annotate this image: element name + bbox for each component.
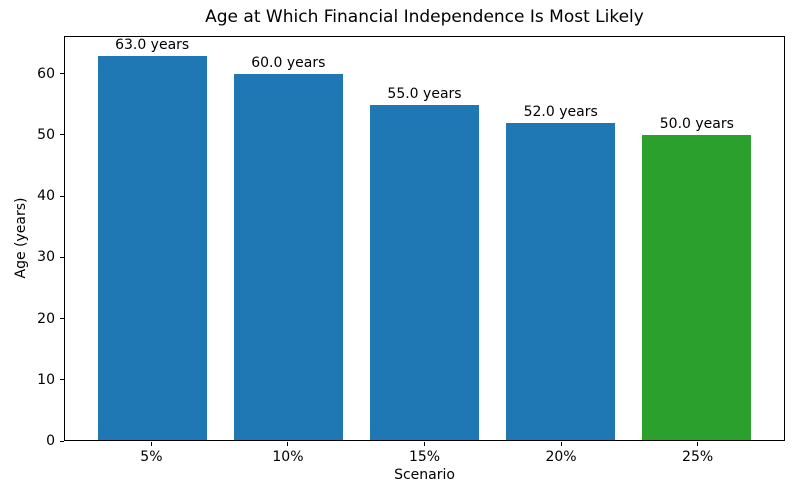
y-tick-mark (60, 379, 64, 381)
bar-20% (506, 123, 616, 440)
bar-value-label: 50.0 years (659, 116, 734, 133)
x-tick-mark (697, 442, 699, 446)
y-tick-label: 60 (37, 65, 55, 82)
x-tick-label: 25% (682, 449, 714, 465)
y-tick-mark (60, 256, 64, 258)
x-axis-label: Scenario (394, 467, 455, 483)
y-tick-label: 20 (37, 310, 55, 327)
y-tick-label: 40 (37, 188, 55, 205)
bar-value-label: 55.0 years (387, 85, 462, 102)
y-tick-mark (60, 195, 64, 197)
y-tick-label: 0 (46, 433, 55, 449)
x-tick-mark (424, 442, 425, 446)
chart-title: Age at Which Financial Independence Is M… (205, 7, 644, 27)
y-tick-mark (60, 73, 64, 75)
x-tick-mark (287, 442, 289, 446)
bar-25% (642, 135, 752, 440)
y-tick-label: 50 (37, 126, 55, 143)
bar-15% (370, 104, 479, 440)
y-tick-mark (60, 134, 64, 136)
x-tick-label: 20% (545, 449, 577, 465)
bar-value-label: 52.0 years (523, 104, 598, 121)
bar-5% (97, 56, 207, 440)
bar-10% (233, 74, 343, 440)
x-tick-mark (560, 442, 562, 446)
x-tick-mark (150, 442, 152, 446)
y-tick-label: 30 (37, 249, 55, 266)
bar-value-label: 63.0 years (115, 37, 190, 54)
x-tick-label: 10% (272, 449, 304, 465)
x-tick-label: 15% (408, 449, 441, 465)
y-axis-label: Age (years) (13, 197, 29, 279)
y-tick-mark (60, 440, 64, 442)
x-tick-label: 5% (140, 449, 163, 465)
bar-value-label: 60.0 years (251, 55, 326, 72)
y-tick-label: 10 (37, 371, 55, 388)
plot-area: 63.0 years 60.0 years 55.0 years 52.0 years… (64, 36, 785, 441)
y-tick-mark (60, 318, 64, 320)
